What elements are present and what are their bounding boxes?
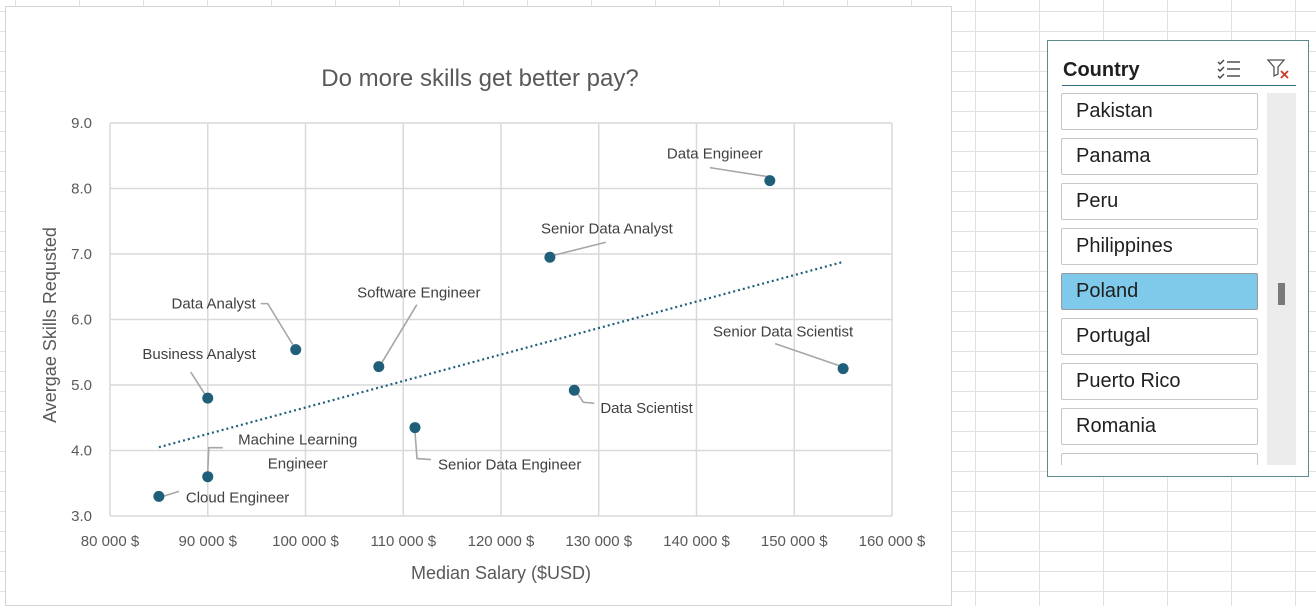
slicer-item-panama[interactable]: Panama bbox=[1061, 138, 1258, 175]
y-axis-title: Avergae Skills Requsted bbox=[40, 227, 60, 423]
data-point[interactable] bbox=[202, 471, 214, 483]
y-tick-label: 5.0 bbox=[71, 377, 92, 394]
slicer-item-portugal[interactable]: Portugal bbox=[1061, 318, 1258, 355]
slicer-scrollbar[interactable] bbox=[1267, 93, 1296, 465]
x-tick-label: 150 000 $ bbox=[761, 533, 828, 550]
data-point[interactable] bbox=[409, 422, 421, 434]
x-tick-label: 160 000 $ bbox=[859, 533, 926, 550]
slicer-item-poland[interactable]: Poland bbox=[1061, 273, 1258, 310]
y-tick-label: 4.0 bbox=[71, 443, 92, 460]
slicer-title: Country bbox=[1063, 59, 1140, 81]
x-tick-label: 140 000 $ bbox=[663, 533, 730, 550]
slicer-item-pakistan[interactable]: Pakistan bbox=[1061, 93, 1258, 130]
data-label-leader bbox=[260, 302, 294, 346]
x-tick-label: 80 000 $ bbox=[81, 533, 140, 550]
data-point[interactable] bbox=[373, 361, 385, 373]
x-tick-label: 90 000 $ bbox=[179, 533, 238, 550]
slicer-item-puerto-rico[interactable]: Puerto Rico bbox=[1061, 363, 1258, 400]
slicer-item-peru[interactable]: Peru bbox=[1061, 183, 1258, 220]
data-label: Data Analyst bbox=[172, 296, 257, 313]
data-label-leader bbox=[162, 490, 180, 498]
x-tick-label: 130 000 $ bbox=[565, 533, 632, 550]
data-label: Data Scientist bbox=[600, 400, 693, 417]
data-label: Senior Data Analyst bbox=[541, 220, 674, 237]
data-label-leader bbox=[206, 446, 223, 473]
data-label-leader bbox=[381, 304, 418, 364]
data-label: Data Engineer bbox=[667, 146, 763, 163]
data-point[interactable] bbox=[544, 251, 556, 263]
scatter-chart: Do more skills get better pay? Data Engi… bbox=[40, 65, 926, 583]
data-label-leader bbox=[709, 166, 768, 178]
y-tick-label: 9.0 bbox=[71, 115, 92, 132]
x-tick-label: 110 000 $ bbox=[370, 533, 436, 550]
y-tick-label: 3.0 bbox=[71, 508, 92, 525]
slicer-header: Country bbox=[1062, 49, 1296, 86]
data-label: Business Analyst bbox=[142, 346, 256, 363]
data-label: Software Engineer bbox=[357, 285, 480, 302]
y-tick-label: 6.0 bbox=[71, 312, 92, 329]
chart-area[interactable]: Do more skills get better pay? Data Engi… bbox=[5, 6, 952, 606]
data-label-leader bbox=[553, 241, 607, 257]
data-label-leader bbox=[190, 371, 206, 395]
slicer-item-romania[interactable]: Romania bbox=[1061, 408, 1258, 445]
y-tick-label: 8.0 bbox=[71, 181, 92, 198]
multi-select-icon[interactable] bbox=[1216, 57, 1242, 81]
scrollbar-thumb[interactable] bbox=[1278, 283, 1285, 305]
x-tick-label: 120 000 $ bbox=[468, 533, 535, 550]
x-tick-label: 100 000 $ bbox=[272, 533, 339, 550]
slicer-list: Pakistan Panama Peru Philippines Poland Portu… bbox=[1061, 93, 1261, 465]
data-label-leader bbox=[576, 392, 595, 405]
data-point[interactable] bbox=[153, 490, 165, 502]
clear-filter-icon[interactable] bbox=[1266, 57, 1292, 81]
data-label: Senior Data Engineer bbox=[438, 457, 581, 474]
y-tick-label: 7.0 bbox=[71, 246, 92, 263]
trendline bbox=[158, 260, 844, 449]
data-label-leader bbox=[774, 342, 840, 367]
slicer-item-partial[interactable] bbox=[1061, 453, 1258, 465]
data-point[interactable] bbox=[202, 392, 214, 404]
data-point[interactable] bbox=[837, 363, 849, 375]
data-point[interactable] bbox=[764, 175, 776, 187]
country-slicer[interactable]: Country Pakistan Panama Peru Philippines Pol… bbox=[1047, 40, 1309, 477]
data-label-leader bbox=[414, 431, 432, 461]
x-axis-title: Median Salary ($USD) bbox=[411, 563, 591, 583]
data-point[interactable] bbox=[568, 384, 580, 396]
data-label: Cloud Engineer bbox=[186, 489, 289, 506]
data-label: Machine Learning Engineer bbox=[238, 432, 357, 473]
slicer-item-philippines[interactable]: Philippines bbox=[1061, 228, 1258, 265]
data-point[interactable] bbox=[290, 344, 302, 356]
chart-title: Do more skills get better pay? bbox=[321, 65, 638, 92]
data-label: Senior Data Scientist bbox=[713, 324, 854, 341]
